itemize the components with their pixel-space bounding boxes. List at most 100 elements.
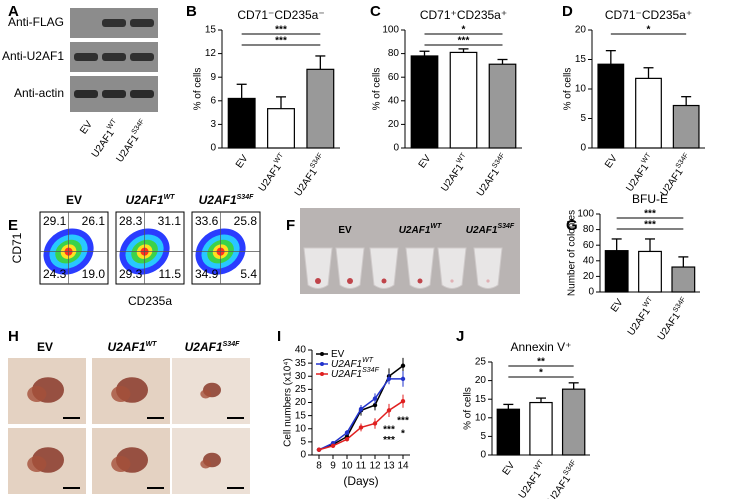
y-tick-label: 80 (388, 48, 400, 59)
y-tick-label: 0 (480, 450, 486, 461)
superscript: S34F (562, 459, 577, 477)
text-part: U2AF1 (257, 161, 284, 193)
blot-row-label: Anti-U2AF1 (2, 49, 64, 63)
y-tick-label: 60 (583, 240, 595, 251)
pellet (450, 279, 454, 283)
x-tick-label: 8 (316, 461, 322, 472)
point (400, 376, 406, 382)
y-tick-label: 80 (583, 224, 595, 235)
x-tick-label: 10 (341, 461, 353, 472)
colony (200, 389, 212, 399)
x-tick-label: U2AF1S34F (544, 459, 582, 499)
pellet (381, 278, 387, 284)
point (344, 437, 350, 442)
colony (200, 459, 212, 469)
x-tick-label: U2AF1S34F (654, 296, 692, 343)
blot-band (74, 53, 98, 61)
legend-marker (320, 372, 324, 376)
x-tick-label: U2AF1S34F (291, 152, 329, 199)
bar (449, 51, 478, 149)
y-tick-label: 0 (300, 450, 306, 461)
quadrant-value: 11.5 (159, 267, 182, 281)
bar (306, 68, 335, 149)
quadrant-value: 29.1 (43, 214, 67, 228)
blot-band (74, 90, 98, 98)
pellet (486, 279, 490, 283)
y-tick-label: 15 (475, 394, 487, 405)
y-tick-label: 12 (205, 48, 217, 59)
pellet (347, 278, 353, 284)
legend-label: U2AF1S34F (331, 367, 380, 380)
significance-label: *** (275, 36, 287, 47)
significance-label: * (647, 25, 651, 36)
sample-label: EV (338, 225, 352, 236)
y-axis-label: Cell numbers (x10⁴) (283, 358, 294, 447)
y-axis-label: Number of colonies (567, 210, 578, 296)
panel-label: D (562, 3, 573, 20)
flow-title: EV (66, 193, 82, 207)
y-tick-label: 20 (583, 271, 595, 282)
bar (529, 401, 553, 456)
x-tick-label: U2AF1WT (624, 295, 659, 337)
y-tick-label: 35 (295, 358, 307, 369)
chart-title: Annexin V⁺ (510, 340, 571, 354)
point (386, 376, 392, 382)
panel-label: B (186, 3, 197, 20)
text-part: U2AF1 (655, 310, 682, 342)
text-part: EV (78, 119, 95, 137)
quadrant-value: 31.1 (158, 214, 182, 228)
y-tick-label: 15 (295, 410, 307, 421)
panel-label: F (286, 217, 295, 234)
superscript: S34F (497, 223, 514, 230)
sample-label: EV (37, 340, 53, 354)
text-part: U2AF1 (399, 225, 431, 236)
superscript: S34F (309, 152, 324, 170)
text-part: U2AF1 (624, 161, 651, 193)
y-axis-label: % of cells (563, 68, 574, 111)
panel-label: E (8, 217, 18, 234)
text-part: U2AF1 (331, 369, 362, 380)
panel-label: I (277, 328, 281, 345)
pellet (315, 278, 321, 284)
superscript: S34F (675, 152, 690, 170)
superscript: S34F (672, 296, 687, 314)
quadrant-value: 33.6 (195, 214, 219, 228)
point (344, 430, 350, 435)
bar (672, 104, 700, 149)
y-tick-label: 25 (295, 384, 307, 395)
superscript: S34F (362, 367, 379, 374)
significance-label: *** (275, 25, 287, 36)
bar (488, 63, 517, 149)
blot-row-label: Anti-actin (14, 86, 64, 100)
bar (410, 55, 439, 149)
blot-lane-label: EV (78, 119, 95, 137)
text-part: EV (234, 153, 251, 171)
annotation: *** (383, 425, 395, 436)
tube (405, 247, 435, 289)
point (372, 396, 378, 401)
y-tick-label: 5 (300, 437, 306, 448)
flow-title: U2AF1WT (126, 193, 176, 207)
quadrant-value: 29.3 (119, 267, 143, 281)
y-tick-label: 0 (580, 143, 586, 154)
tube (369, 247, 399, 289)
quadrant-value: 5.4 (240, 267, 257, 281)
superscript: S34F (223, 341, 240, 348)
tube (303, 247, 333, 289)
y-tick-label: 15 (575, 54, 587, 65)
flow-x-label: CD235a (128, 294, 172, 308)
y-tick-label: 5 (480, 431, 486, 442)
significance-label: * (539, 368, 543, 379)
y-tick-label: 20 (388, 119, 400, 130)
legend-label: EV (331, 349, 345, 360)
y-tick-label: 60 (388, 72, 400, 83)
point (372, 402, 378, 408)
x-tick-label: U2AF1WT (438, 151, 473, 193)
superscript: WT (533, 458, 545, 472)
superscript: WT (146, 341, 158, 348)
chart-title: CD71⁻CD235a⁺ (605, 8, 692, 22)
point (372, 421, 378, 426)
significance-label: *** (644, 209, 656, 220)
blot-band (102, 53, 126, 61)
y-axis-label: % of cells (372, 68, 383, 111)
